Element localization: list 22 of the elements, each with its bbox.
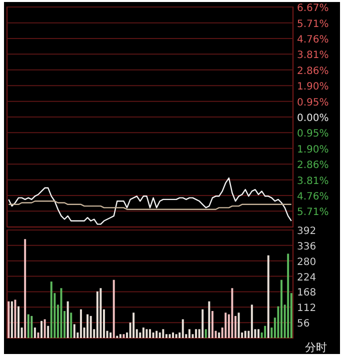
- ytick-label: 3.81%: [297, 176, 329, 187]
- ytick-label: 4.76%: [297, 192, 329, 202]
- ytick-label: 5.71%: [297, 207, 329, 218]
- ytick-label: 224: [297, 272, 316, 284]
- ytick-label: 3.81%: [297, 50, 329, 62]
- ytick-label: 280: [297, 256, 316, 268]
- ytick-label: 1.90%: [297, 82, 329, 93]
- ytick-label: 0.95%: [297, 97, 329, 108]
- ytick-label: 168: [297, 288, 316, 299]
- ytick-label: 336: [297, 241, 316, 252]
- ytick-label: 0.95%: [297, 128, 329, 140]
- ytick-label: 1.90%: [297, 144, 329, 156]
- ytick-label: 5.71%: [297, 18, 329, 30]
- ytick-label: 2.86%: [297, 66, 329, 77]
- ytick-label: 2.86%: [297, 160, 329, 172]
- ytick-label: 6.67%: [297, 3, 329, 14]
- ytick-label: 56: [297, 318, 310, 330]
- annotation: 分时: [305, 341, 327, 354]
- ytick-label: 0.00%: [297, 113, 329, 124]
- ytick-label: 112: [297, 303, 316, 314]
- ytick-label: 4.76%: [297, 34, 329, 46]
- ytick-label: 392: [297, 226, 316, 237]
